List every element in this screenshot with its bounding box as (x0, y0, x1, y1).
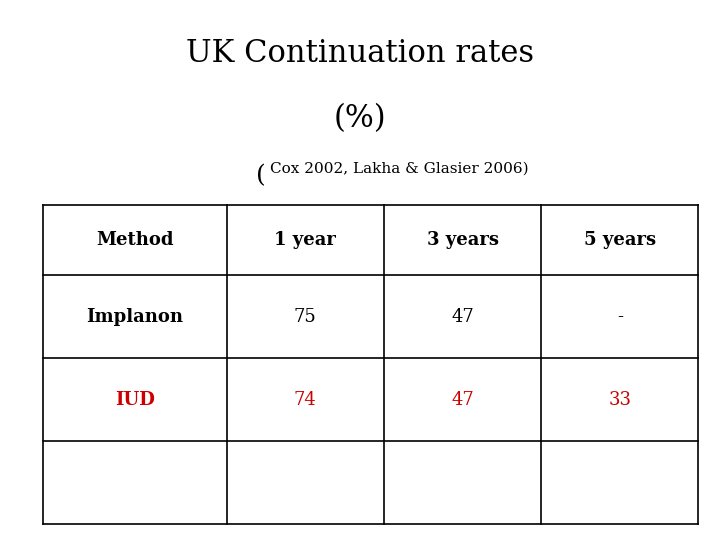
Text: (%): (%) (333, 103, 387, 133)
Text: Cox 2002, Lakha & Glasier 2006): Cox 2002, Lakha & Glasier 2006) (270, 162, 528, 176)
Text: 74: 74 (294, 390, 317, 409)
Text: 47: 47 (451, 308, 474, 326)
Text: 75: 75 (294, 308, 317, 326)
Text: (: ( (256, 165, 266, 188)
Text: Method: Method (96, 231, 174, 249)
Text: 33: 33 (608, 390, 631, 409)
Text: UK Continuation rates: UK Continuation rates (186, 38, 534, 69)
Text: 1 year: 1 year (274, 231, 336, 249)
Text: IUD: IUD (115, 390, 155, 409)
Text: -: - (617, 308, 623, 326)
Text: 3 years: 3 years (426, 231, 498, 249)
Text: 5 years: 5 years (584, 231, 656, 249)
Text: 47: 47 (451, 390, 474, 409)
Text: Implanon: Implanon (86, 308, 184, 326)
